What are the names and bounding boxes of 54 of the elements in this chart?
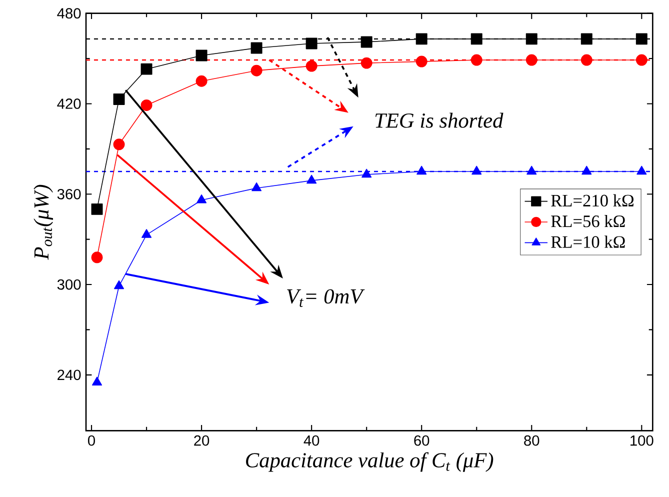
point [472, 166, 482, 175]
y-axis-title: P$_{out}$(μW) [34, 184, 53, 260]
point [526, 33, 538, 45]
y-tick-label: 360 [57, 188, 81, 200]
point [140, 100, 152, 111]
point [470, 54, 482, 66]
legend-label: RL=210 kΩ [551, 194, 634, 206]
y-tick-label: 420 [57, 98, 81, 109]
point [360, 57, 372, 69]
x-tick-label: 60 [414, 435, 430, 446]
point [636, 166, 647, 175]
point [306, 60, 318, 72]
point [92, 376, 102, 386]
x-axis-title: Capacitance value of C$_{t}$ (μF) [246, 452, 494, 472]
point [252, 182, 262, 192]
y-tick-label: 480 [57, 8, 81, 19]
point [113, 138, 125, 150]
point [142, 229, 152, 238]
point [196, 75, 208, 87]
y-tick-label: 240 [58, 370, 81, 380]
x-tick-label: 100 [630, 435, 654, 446]
point [416, 33, 428, 45]
x-tick-label: 40 [304, 435, 320, 446]
point [582, 166, 592, 175]
point [114, 280, 124, 290]
legend-label: RL=10 kΩ [551, 236, 625, 248]
point [306, 38, 318, 50]
point [196, 194, 207, 204]
point [360, 36, 372, 48]
legend-label: RL=56 kΩ [551, 214, 625, 228]
point [306, 174, 317, 184]
x-tick-label: 80 [524, 435, 540, 446]
x-tick-label: 0 [88, 435, 95, 446]
x-tick-label: 20 [194, 435, 210, 446]
annotation: V$_{t}$= 0mV [287, 289, 365, 307]
point [91, 252, 103, 264]
point [91, 203, 103, 215]
point [526, 54, 538, 66]
point [580, 54, 592, 66]
point [580, 33, 592, 45]
point [196, 50, 208, 62]
point [250, 64, 262, 76]
point [250, 42, 262, 54]
point [416, 166, 427, 175]
point [113, 93, 125, 105]
point [470, 33, 482, 45]
point [416, 56, 428, 68]
point [636, 54, 648, 66]
point [362, 168, 372, 178]
point [140, 63, 152, 75]
y-tick-label: 300 [57, 279, 81, 290]
point [526, 166, 537, 175]
point [636, 33, 648, 45]
annotation: TEG is shorted [375, 112, 504, 128]
